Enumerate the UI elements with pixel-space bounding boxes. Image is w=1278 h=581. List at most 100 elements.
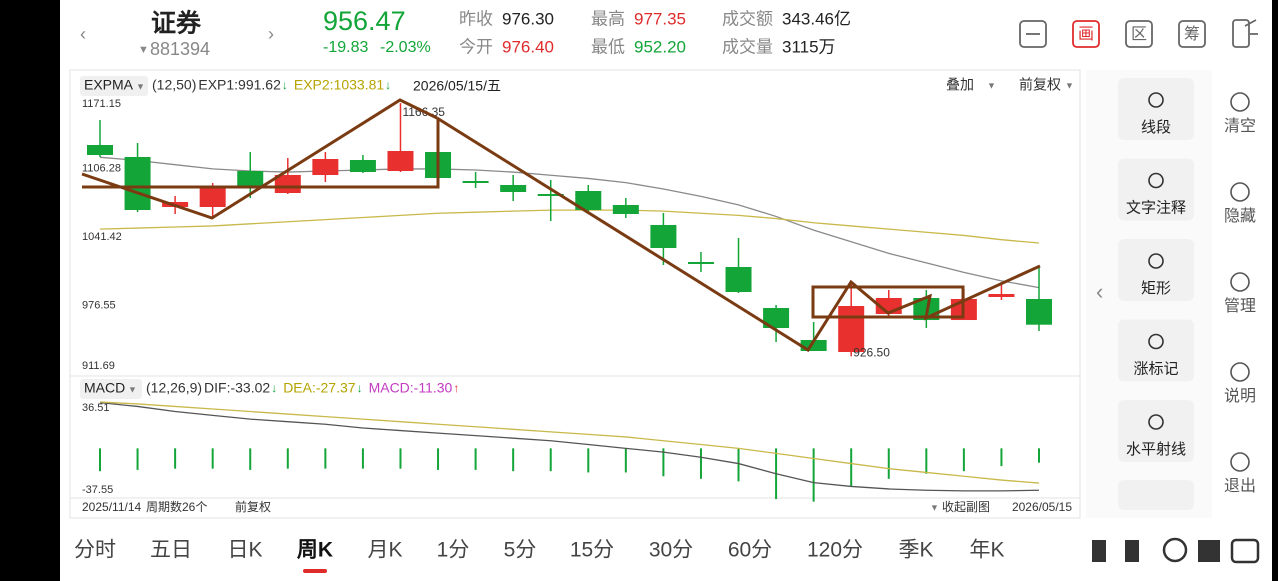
tool-button[interactable] [1118,480,1194,510]
y-tick-label: -37.55 [82,484,113,496]
macd-bar [399,448,402,469]
indicator-button[interactable] [80,76,148,96]
menu-icon [1230,272,1250,292]
icon-phone-mark [1244,19,1258,35]
tool-icon [1148,333,1164,350]
macd-bar [437,448,440,470]
y-tick-label: 976.55 [82,299,116,311]
tab-underline [303,569,327,573]
icon-minus[interactable] [1019,20,1047,48]
candle-body [1026,298,1052,325]
tab[interactable]: 15分 [570,539,614,562]
tabs: 分时 五日 日K 周K 月K 1分 5分 15分 30分 60分 120分 季K 年K [74,539,1005,573]
tab[interactable]: 五日 [150,539,192,562]
candle-body [687,261,714,264]
stat-value: 976.30 [502,9,554,28]
tab[interactable]: 60分 [728,539,772,562]
overlay-dropdown: ▼ [987,80,996,90]
macd-bar [512,448,515,472]
icon-box[interactable] [1178,20,1206,48]
stat-label: 昨收 [459,9,493,28]
icon-phone[interactable] [1232,19,1250,48]
tool-icon [1148,414,1164,430]
candle-body [124,157,151,211]
icon[interactable] [1198,540,1220,562]
plot: (12,50) EXP1:991.62 ↓ EXP2:1033.81 ↓1171.151… [82,77,1072,514]
tab[interactable]: 30分 [649,539,693,562]
legend-arrow: ↓ [282,78,288,92]
tool-icon [1148,172,1164,189]
drawings [81,98,1041,353]
macd-bar [812,448,815,502]
prev-arrow[interactable]: ‹ [80,24,86,44]
macd-bar [737,448,740,482]
candle-body [312,158,339,175]
tool-button[interactable] [1118,78,1194,140]
stat-label: 成交量 [722,37,773,56]
indicator-params: (12,26,9) [146,380,202,396]
tool-button[interactable] [1118,319,1194,382]
stat-value: 977.35 [634,9,686,28]
adjust-button[interactable]: 前复权 [1019,77,1061,93]
tab[interactable]: 周K [297,539,333,562]
y-tick-label: 911.69 [82,360,115,372]
menu-label[interactable]: 清空 [1224,117,1256,135]
collapse-button[interactable]: 收起副图 [942,500,990,514]
tool-button[interactable] [1118,400,1194,462]
icon-box[interactable] [1072,20,1100,48]
indicator-line [99,401,1040,484]
tool-icon [1148,253,1164,269]
tab[interactable]: 日K [227,539,262,562]
candle-body [800,340,827,352]
menu-icon [1230,362,1250,382]
tool-label: 矩形 [1141,280,1171,297]
menu-label[interactable]: 管理 [1224,297,1256,315]
indicator-button[interactable] [80,379,142,399]
adjust-dropdown: ▼ [1065,80,1074,90]
tab-icons [1092,537,1260,564]
icon[interactable] [1125,540,1139,562]
x-tick-label: 2026/05/15 [1012,500,1072,514]
tab[interactable]: 月K [367,539,402,562]
tab[interactable]: 120分 [807,539,863,562]
icon[interactable] [1092,540,1106,562]
icon-group: 画区筹 [1072,20,1206,48]
tool-label: 文字注释 [1126,199,1186,216]
stat-label: 今开 [459,37,493,56]
footer-adjust: 前复权 [235,499,271,514]
icon[interactable] [1230,538,1260,564]
macd-bar [1000,448,1003,467]
legend-value: MACD:-11.30 [369,380,453,396]
tool-button[interactable] [1118,239,1194,301]
menu-label[interactable]: 退出 [1224,477,1256,495]
drawn-line [82,118,440,189]
overlay-button[interactable]: 叠加 [946,77,974,93]
low-label: 926.50 [853,346,890,360]
code-dropdown[interactable]: ▼ [138,44,149,56]
header-icons: 画区筹 [1019,19,1258,48]
tab[interactable]: 季K [898,539,933,562]
collapse-tools[interactable]: ‹ [1096,279,1103,304]
tab[interactable]: 分时 [74,539,116,562]
macd-bar [925,448,928,474]
legend-arrow: ↓ [357,381,363,395]
tab[interactable]: 1分 [437,539,470,562]
stat-label: 最低 [591,37,625,56]
macd-bar [887,448,890,479]
tool-button[interactable] [1118,158,1194,221]
menu-label[interactable]: 隐藏 [1224,207,1256,225]
tab[interactable]: 5分 [504,539,537,562]
stock-code: 881394 [150,39,210,59]
icon[interactable] [1162,537,1188,563]
macd-bar [324,448,327,469]
menu-label[interactable]: 说明 [1224,387,1256,405]
price: 956.47 [323,6,406,36]
candle-body [763,307,790,328]
next-arrow[interactable]: › [268,24,274,44]
collapse-arrow: ▼ [930,502,939,512]
crosshair-date: 2026/05/15/五 [413,78,501,94]
tab[interactable]: 年K [969,539,1004,562]
icon-box[interactable] [1125,20,1153,48]
